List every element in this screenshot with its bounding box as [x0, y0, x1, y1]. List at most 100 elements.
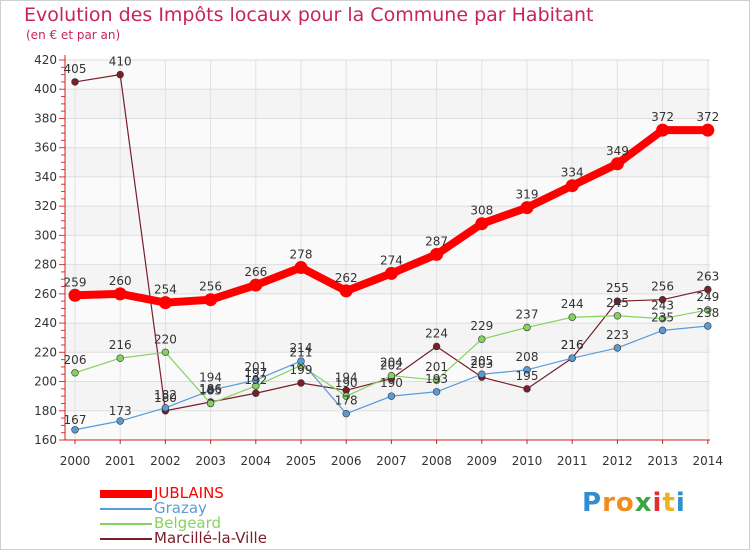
data-point — [658, 295, 667, 304]
data-label: 308 — [470, 204, 493, 218]
data-label: 216 — [561, 338, 584, 352]
y-tick-label: 160 — [34, 433, 57, 447]
data-label: 186 — [199, 382, 222, 396]
data-label: 185 — [199, 383, 222, 397]
logo-letter: r — [602, 488, 616, 518]
plot-band — [65, 381, 710, 411]
data-label: 278 — [290, 248, 313, 262]
x-tick-label: 2002 — [150, 454, 181, 468]
data-label: 243 — [651, 299, 674, 313]
x-tick-label: 2006 — [331, 454, 362, 468]
data-label: 256 — [651, 280, 674, 294]
data-label: 229 — [470, 319, 493, 333]
plot-band — [65, 323, 710, 353]
y-tick-label: 240 — [34, 316, 57, 330]
data-point — [704, 322, 712, 330]
data-point — [342, 392, 350, 400]
data-point — [116, 417, 124, 425]
data-point — [704, 306, 712, 314]
plot-band — [65, 118, 710, 148]
data-point — [432, 342, 441, 351]
data-label: 216 — [109, 338, 132, 352]
data-label: 195 — [516, 369, 539, 383]
plot-band — [65, 352, 710, 382]
y-tick-label: 180 — [34, 404, 57, 418]
data-label: 262 — [335, 271, 358, 285]
x-tick-label: 2007 — [376, 454, 407, 468]
x-tick-label: 2010 — [512, 454, 543, 468]
y-tick-label: 380 — [34, 111, 57, 125]
legend-swatch — [100, 507, 152, 510]
y-tick-label: 320 — [34, 199, 57, 213]
data-point — [161, 348, 170, 357]
x-tick-label: 2005 — [286, 454, 317, 468]
y-tick-label: 220 — [34, 345, 57, 359]
data-label: 220 — [154, 332, 177, 346]
plot-band — [65, 206, 710, 236]
data-label: 254 — [154, 283, 177, 297]
legend-label: Belgeard — [154, 514, 222, 532]
data-point — [568, 313, 576, 321]
data-label: 211 — [290, 345, 313, 359]
y-tick-label: 340 — [34, 170, 57, 184]
data-point — [294, 261, 308, 275]
data-label: 167 — [64, 413, 87, 427]
data-label: 182 — [154, 388, 177, 402]
legend-item: Grazay — [100, 501, 207, 516]
data-point — [478, 370, 486, 378]
logo-letter: x — [634, 488, 653, 518]
legend-swatch — [100, 489, 152, 498]
data-point — [523, 385, 531, 393]
data-point — [206, 386, 215, 395]
data-point — [116, 70, 124, 79]
data-point — [252, 389, 260, 397]
data-label: 235 — [651, 310, 674, 324]
x-tick-label: 2004 — [241, 454, 272, 468]
data-label: 199 — [290, 363, 313, 377]
data-point — [565, 179, 579, 193]
data-label: 178 — [335, 394, 358, 408]
data-label: 349 — [606, 144, 629, 158]
logo-letter: i — [675, 488, 686, 518]
data-label: 201 — [425, 360, 448, 374]
y-tick-label: 280 — [34, 258, 57, 272]
data-point — [204, 293, 218, 307]
data-point — [613, 297, 622, 305]
data-label: 203 — [470, 357, 493, 371]
data-label: 193 — [425, 372, 448, 386]
data-label: 260 — [109, 274, 132, 288]
data-label: 223 — [606, 328, 629, 342]
data-label: 244 — [561, 297, 584, 311]
data-label: 256 — [199, 280, 222, 294]
data-point — [430, 247, 444, 261]
data-point — [523, 323, 531, 332]
data-point — [387, 371, 396, 380]
data-label: 410 — [109, 55, 132, 69]
logo-letter: t — [662, 488, 676, 518]
data-label: 334 — [561, 166, 584, 180]
data-point — [342, 409, 350, 418]
data-label: 206 — [64, 353, 87, 367]
data-label: 245 — [606, 296, 629, 310]
data-point — [520, 201, 534, 215]
plot-band — [65, 176, 710, 207]
y-tick-label: 420 — [34, 53, 57, 67]
data-label: 263 — [696, 269, 719, 283]
proxiti-logo: Proxiti — [582, 488, 686, 518]
x-tick-label: 2014 — [693, 454, 724, 468]
plot-band — [65, 60, 710, 90]
data-point — [71, 78, 79, 86]
x-tick-label: 2012 — [602, 454, 633, 468]
y-tick-label: 300 — [34, 228, 57, 242]
data-point — [610, 157, 624, 171]
data-label: 249 — [696, 290, 719, 304]
data-point — [387, 392, 396, 400]
x-tick-label: 2008 — [421, 454, 452, 468]
data-point — [161, 404, 170, 412]
data-label: 287 — [425, 234, 448, 248]
data-point — [71, 369, 79, 377]
chart-title: Evolution des Impôts locaux pour la Comm… — [24, 4, 594, 26]
logo-letter: i — [652, 488, 663, 518]
data-point — [613, 344, 622, 352]
